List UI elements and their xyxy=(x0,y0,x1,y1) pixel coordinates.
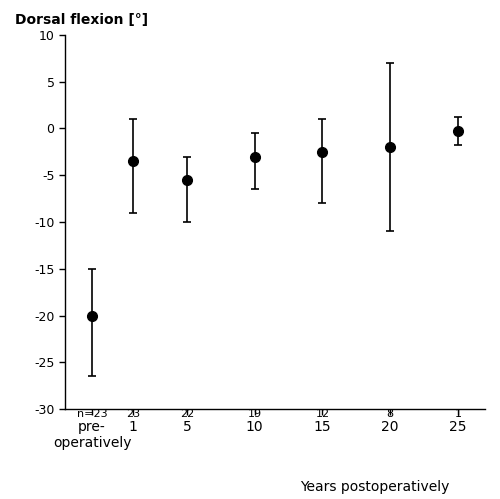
Text: n=23: n=23 xyxy=(77,409,108,419)
Text: 22: 22 xyxy=(180,409,194,419)
Text: 1: 1 xyxy=(454,409,462,419)
Text: 19: 19 xyxy=(248,409,262,419)
Text: 12: 12 xyxy=(316,409,330,419)
Text: Dorsal flexion [°]: Dorsal flexion [°] xyxy=(14,13,147,27)
Text: Years postoperatively: Years postoperatively xyxy=(300,480,450,494)
Text: 23: 23 xyxy=(126,409,140,419)
Text: 8: 8 xyxy=(386,409,394,419)
